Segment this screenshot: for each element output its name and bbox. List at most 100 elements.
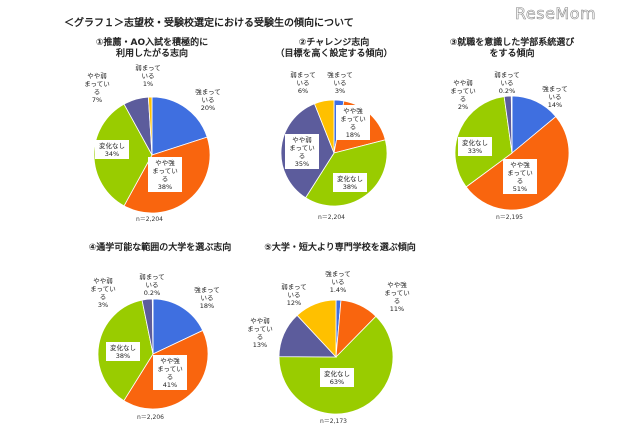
category-label: やや強 xyxy=(510,161,530,169)
category-label: いる xyxy=(297,79,310,87)
category-label: 弱まって xyxy=(290,71,315,79)
pie-chart: 強まっている20%やや強まっている38%変化なし34%やや弱まっている7%弱まっ… xyxy=(84,64,221,214)
category-label: やや弱 xyxy=(87,72,107,80)
value-label: 2% xyxy=(458,103,468,111)
label-box xyxy=(148,157,182,192)
category-label: 強まって xyxy=(195,88,220,96)
category-label: 弱まって xyxy=(281,283,306,291)
value-label: 1% xyxy=(143,80,153,88)
pie-labels: 強まっている3%やや強まっている18%変化なし38%やや弱まっている35%弱まっ… xyxy=(285,71,370,192)
sample-size: n＝2,204 xyxy=(318,214,345,221)
pie-chart: 強まっている3%やや強まっている18%変化なし38%やや弱まっている35%弱まっ… xyxy=(280,71,388,207)
category-label: やや弱 xyxy=(93,277,113,285)
category-label: る xyxy=(162,175,169,183)
category-label: る xyxy=(350,123,357,131)
category-label: 強まって xyxy=(194,286,219,294)
value-label: 11% xyxy=(390,305,404,313)
chart-title: ①推薦・AO入試を積極的に 利用したがる志向 xyxy=(96,38,208,60)
pie-slice xyxy=(296,299,337,359)
label-box xyxy=(503,159,537,194)
category-label: る xyxy=(460,95,467,103)
category-label: る xyxy=(94,88,101,96)
value-label: 41% xyxy=(163,381,177,389)
category-label: る xyxy=(394,297,401,305)
value-label: 18% xyxy=(200,302,214,310)
value-label: 63% xyxy=(330,378,344,386)
pie-slice xyxy=(151,298,154,355)
chart-title-line: （目標を高く設定する傾向） xyxy=(275,49,393,59)
category-label: 強まって xyxy=(327,71,352,79)
category-label: いる xyxy=(201,294,214,302)
pie-labels: 強まっている18%やや強まっている41%変化なし38%やや弱まっている3%弱まっ… xyxy=(90,273,220,390)
chart-title: ③就職を意識した学部系統選び をする傾向 xyxy=(450,38,575,60)
value-label: 38% xyxy=(343,183,357,191)
chart-title: ④通学可能な範囲の大学を選ぶ志向 xyxy=(89,243,232,254)
category-label: いる xyxy=(146,281,159,289)
sample-size: n＝2,173 xyxy=(320,418,347,425)
chart-title-line: ②チャレンジ志向 xyxy=(298,38,370,48)
chart-title: ②チャレンジ志向 （目標を高く設定する傾向） xyxy=(275,38,392,60)
category-label: やや強 xyxy=(387,281,407,289)
category-label: やや強 xyxy=(155,159,175,167)
category-label: いる xyxy=(501,79,514,87)
label-box xyxy=(285,134,319,169)
category-label: いる xyxy=(549,93,562,101)
category-label: まってい xyxy=(450,87,475,95)
category-label: まってい xyxy=(152,167,177,175)
category-label: 強まって xyxy=(542,85,567,93)
category-label: いる xyxy=(332,278,345,286)
resemom-logo: ReseMom xyxy=(515,4,597,24)
pie-chart: 強まっている14%やや強まっている51%変化なし33%やや弱まっている2%弱まっ… xyxy=(450,71,570,211)
value-label: 34% xyxy=(105,150,119,158)
value-label: 38% xyxy=(116,352,130,360)
category-label: 変化なし xyxy=(337,174,363,183)
category-label: やや強 xyxy=(160,357,180,365)
value-label: 51% xyxy=(513,185,527,193)
chart-title-line: 利用したがる志向 xyxy=(115,49,188,59)
category-label: まってい xyxy=(247,325,272,333)
label-box xyxy=(106,342,140,361)
value-label: 3% xyxy=(335,87,345,95)
sample-size: n＝2,204 xyxy=(136,216,163,223)
category-label: まってい xyxy=(90,285,115,293)
sample-size: n＝2,195 xyxy=(496,214,523,221)
value-label: 38% xyxy=(158,183,172,191)
value-label: 1.4% xyxy=(330,286,347,294)
sample-size: n＝2,206 xyxy=(137,414,164,421)
category-label: る xyxy=(517,177,524,185)
category-label: 強まって xyxy=(325,270,350,278)
category-label: 変化なし xyxy=(99,141,125,150)
category-label: る xyxy=(299,152,306,160)
category-label: まってい xyxy=(507,169,532,177)
category-label: まってい xyxy=(340,115,365,123)
chart-title-line: ④通学可能な範囲の大学を選ぶ志向 xyxy=(88,243,232,253)
category-label: やや弱 xyxy=(453,79,473,87)
pie-chart: 強まっている18%やや強まっている41%変化なし38%やや弱まっている3%弱まっ… xyxy=(90,273,220,410)
pie-labels: 強まっている1.4%やや強まっている11%変化なし63%やや弱まっている13%弱… xyxy=(247,270,410,387)
pie-slice xyxy=(152,298,204,355)
value-label: 33% xyxy=(468,147,482,155)
value-label: 0.2% xyxy=(144,289,161,297)
pie-slice xyxy=(147,96,153,156)
category-label: 変化なし xyxy=(462,138,488,147)
category-label: いる xyxy=(288,291,301,299)
category-label: 変化なし xyxy=(324,369,350,378)
category-label: 変化なし xyxy=(110,343,136,352)
chart-title-line: ①推薦・AO入試を積極的に xyxy=(95,38,209,48)
value-label: 18% xyxy=(346,131,360,139)
label-box xyxy=(320,368,354,387)
category-label: る xyxy=(100,293,107,301)
value-label: 20% xyxy=(201,104,215,112)
value-label: 35% xyxy=(295,160,309,168)
category-label: まってい xyxy=(84,80,109,88)
category-label: まってい xyxy=(289,144,314,152)
label-box xyxy=(333,173,367,192)
chart-title-line: ⑤大学・短大より専門学校を選ぶ傾向 xyxy=(264,243,416,253)
pie-slice xyxy=(313,99,335,154)
category-label: やや弱 xyxy=(250,317,270,325)
value-label: 14% xyxy=(548,101,562,109)
pie-slices xyxy=(278,299,394,415)
category-label: まってい xyxy=(157,365,182,373)
